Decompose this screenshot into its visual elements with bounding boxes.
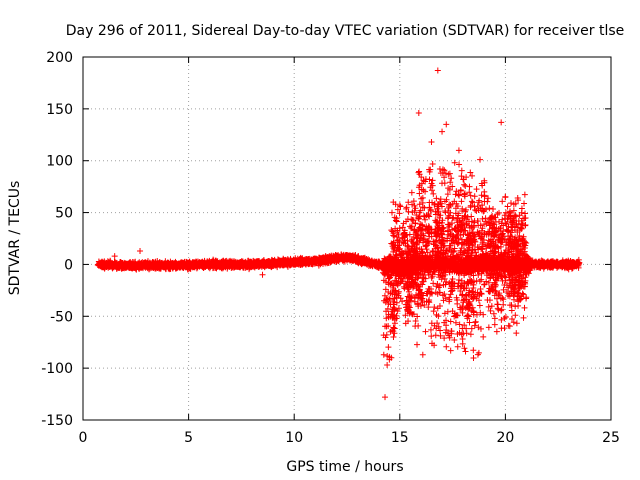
- chart-title: Day 296 of 2011, Sidereal Day-to-day VTE…: [66, 23, 625, 39]
- grid: [83, 57, 611, 420]
- data-points: [94, 67, 583, 401]
